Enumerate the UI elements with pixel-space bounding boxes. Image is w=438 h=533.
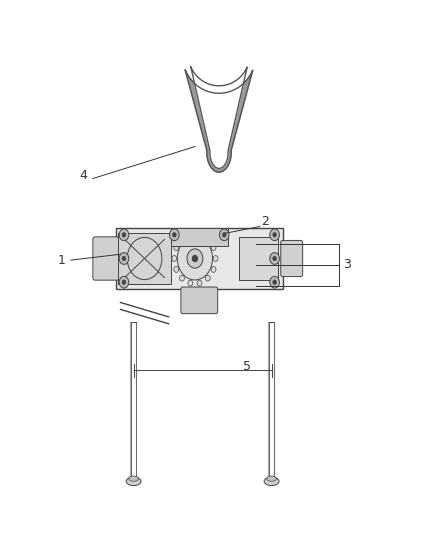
Circle shape bbox=[205, 275, 210, 281]
Circle shape bbox=[122, 232, 126, 237]
FancyBboxPatch shape bbox=[93, 237, 119, 280]
Bar bbox=[171, 228, 228, 246]
Circle shape bbox=[213, 255, 218, 262]
Circle shape bbox=[273, 232, 276, 237]
Circle shape bbox=[273, 256, 276, 261]
Circle shape bbox=[211, 266, 216, 272]
Circle shape bbox=[122, 256, 126, 261]
Text: 2: 2 bbox=[261, 215, 269, 228]
Circle shape bbox=[219, 229, 229, 241]
Circle shape bbox=[270, 229, 279, 241]
Polygon shape bbox=[185, 70, 253, 172]
Ellipse shape bbox=[264, 477, 279, 486]
Bar bbox=[116, 228, 283, 289]
Circle shape bbox=[119, 229, 129, 241]
Circle shape bbox=[119, 253, 129, 264]
FancyBboxPatch shape bbox=[281, 240, 303, 277]
Ellipse shape bbox=[129, 476, 138, 481]
Circle shape bbox=[174, 245, 179, 251]
Circle shape bbox=[273, 280, 276, 285]
Circle shape bbox=[119, 276, 129, 288]
Circle shape bbox=[172, 255, 177, 262]
Circle shape bbox=[170, 229, 179, 241]
Bar bbox=[118, 233, 171, 284]
Circle shape bbox=[180, 236, 184, 242]
Ellipse shape bbox=[126, 477, 141, 486]
Text: 1: 1 bbox=[57, 254, 65, 266]
Circle shape bbox=[174, 266, 179, 272]
Circle shape bbox=[122, 280, 126, 285]
Bar bbox=[239, 237, 278, 280]
Circle shape bbox=[180, 275, 184, 281]
Polygon shape bbox=[191, 67, 247, 168]
FancyBboxPatch shape bbox=[181, 287, 218, 313]
Circle shape bbox=[197, 231, 202, 237]
Ellipse shape bbox=[267, 476, 276, 481]
Circle shape bbox=[187, 249, 203, 268]
Circle shape bbox=[197, 280, 202, 286]
Circle shape bbox=[223, 232, 226, 237]
Circle shape bbox=[192, 255, 198, 262]
Circle shape bbox=[270, 253, 279, 264]
Circle shape bbox=[173, 232, 176, 237]
Text: 3: 3 bbox=[343, 259, 351, 271]
Circle shape bbox=[188, 280, 193, 286]
Text: 4: 4 bbox=[79, 169, 87, 182]
Circle shape bbox=[177, 237, 212, 280]
Circle shape bbox=[270, 276, 279, 288]
Circle shape bbox=[205, 236, 210, 242]
Circle shape bbox=[211, 245, 216, 251]
Circle shape bbox=[188, 231, 193, 237]
Text: 5: 5 bbox=[244, 360, 251, 373]
